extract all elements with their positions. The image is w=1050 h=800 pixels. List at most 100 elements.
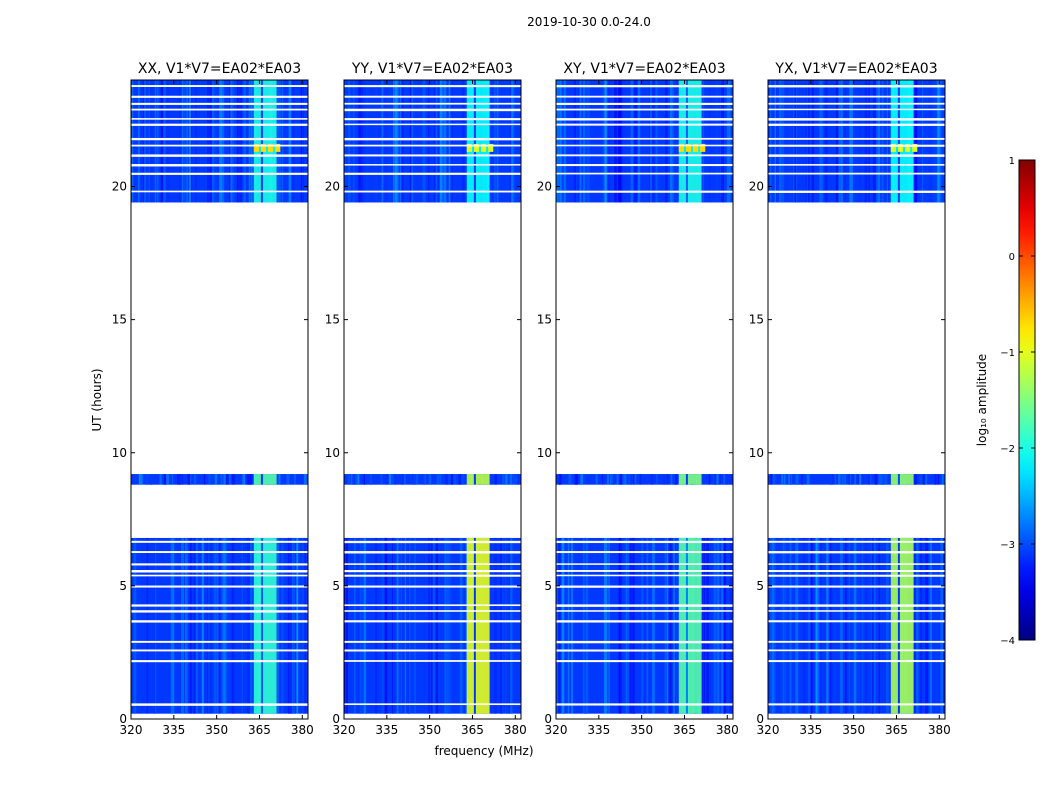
noise-stripe (656, 474, 658, 485)
noise-stripe (723, 537, 726, 714)
noise-stripe (914, 80, 918, 203)
noise-stripe (781, 80, 784, 203)
rfi-peak (890, 143, 896, 152)
noise-stripe (669, 537, 672, 714)
noise-stripe (669, 80, 673, 203)
noise-stripe (604, 80, 606, 203)
noise-stripe (213, 80, 217, 203)
panel-title: XY, V1*V7=EA02*EA03 (563, 61, 725, 77)
noise-stripe (453, 474, 457, 485)
rfi-band (253, 537, 261, 714)
flag-gap (344, 190, 521, 193)
x-tick-label: 350 (630, 723, 653, 737)
noise-stripe (810, 537, 812, 714)
noise-stripe (166, 474, 169, 485)
noise-stripe (489, 80, 491, 203)
flag-gap (556, 102, 733, 105)
noise-stripe (448, 474, 451, 485)
noise-stripe (220, 474, 223, 485)
flag-gap (768, 85, 945, 88)
flag-gap (556, 574, 733, 577)
flag-gap (768, 172, 945, 175)
flag-gap (556, 144, 733, 147)
noise-stripe (209, 537, 212, 714)
noise-stripe (770, 537, 773, 714)
noise-stripe (575, 474, 578, 485)
flag-gap (768, 563, 945, 565)
noise-stripe (586, 80, 590, 203)
noise-stripe (582, 80, 586, 203)
noise-stripe (819, 537, 822, 714)
y-tick-label: 15 (749, 313, 764, 327)
noise-stripe (805, 80, 807, 203)
flag-gap (131, 85, 308, 87)
panel-heatmap (131, 80, 308, 714)
noise-stripe (393, 80, 395, 203)
noise-stripe (489, 474, 491, 485)
noise-stripe (581, 80, 583, 203)
noise-stripe (784, 474, 786, 485)
flag-gap (768, 585, 945, 588)
noise-stripe (673, 537, 676, 714)
noise-stripe (382, 537, 385, 714)
noise-stripe (720, 80, 724, 203)
noise-stripe (411, 80, 413, 203)
noise-stripe (666, 474, 669, 485)
noise-stripe (512, 80, 515, 203)
noise-stripe (880, 474, 883, 485)
noise-stripe (834, 537, 836, 714)
noise-stripe (806, 474, 810, 485)
noise-stripe (242, 474, 246, 485)
noise-stripe (937, 474, 940, 485)
noise-stripe (865, 537, 867, 714)
noise-stripe (360, 80, 363, 203)
noise-stripe (505, 474, 508, 485)
noise-stripe (294, 474, 296, 485)
flag-gap (131, 620, 308, 623)
noise-stripe (444, 537, 447, 714)
rfi-peak (678, 143, 684, 152)
noise-stripe (217, 537, 219, 714)
colorbar-tick-label: 1 (1009, 156, 1015, 167)
x-axis-label: frequency (MHz) (434, 744, 533, 758)
y-tick-label: 10 (112, 446, 127, 460)
noise-stripe (819, 80, 823, 203)
noise-stripe (772, 474, 776, 485)
noise-stripe (718, 474, 721, 485)
flag-gap (556, 123, 733, 126)
flag-gap (344, 604, 521, 607)
noise-stripe (556, 537, 558, 714)
noise-stripe (606, 474, 609, 485)
flag-gap (556, 610, 733, 612)
colorbar-tick-label: −2 (1000, 444, 1015, 455)
noise-stripe (300, 80, 304, 203)
flag-gap (131, 649, 308, 652)
noise-stripe (913, 537, 915, 714)
noise-stripe (243, 80, 246, 203)
noise-stripe (863, 80, 866, 203)
flag-gap (131, 164, 308, 167)
noise-stripe (848, 474, 851, 485)
flag-gap (768, 620, 945, 623)
noise-stripe (772, 537, 776, 714)
noise-stripe (884, 474, 888, 485)
noise-stripe (922, 80, 924, 203)
noise-stripe (559, 80, 562, 203)
noise-stripe (848, 537, 851, 714)
flag-gap (556, 620, 733, 623)
noise-stripe (611, 474, 614, 485)
y-tick-label: 0 (332, 712, 340, 726)
noise-stripe (439, 474, 442, 485)
noise-stripe (384, 537, 388, 714)
noise-stripe (881, 474, 885, 485)
noise-stripe (352, 80, 355, 203)
flag-gap (556, 563, 733, 565)
y-tick-label: 5 (119, 579, 127, 593)
x-tick-label: 320 (333, 723, 356, 737)
flag-gap (556, 85, 733, 88)
noise-stripe (278, 80, 282, 203)
noise-stripe (712, 474, 715, 485)
y-tick-label: 20 (749, 180, 764, 194)
flag-gap (344, 540, 521, 544)
noise-stripe (881, 80, 884, 203)
